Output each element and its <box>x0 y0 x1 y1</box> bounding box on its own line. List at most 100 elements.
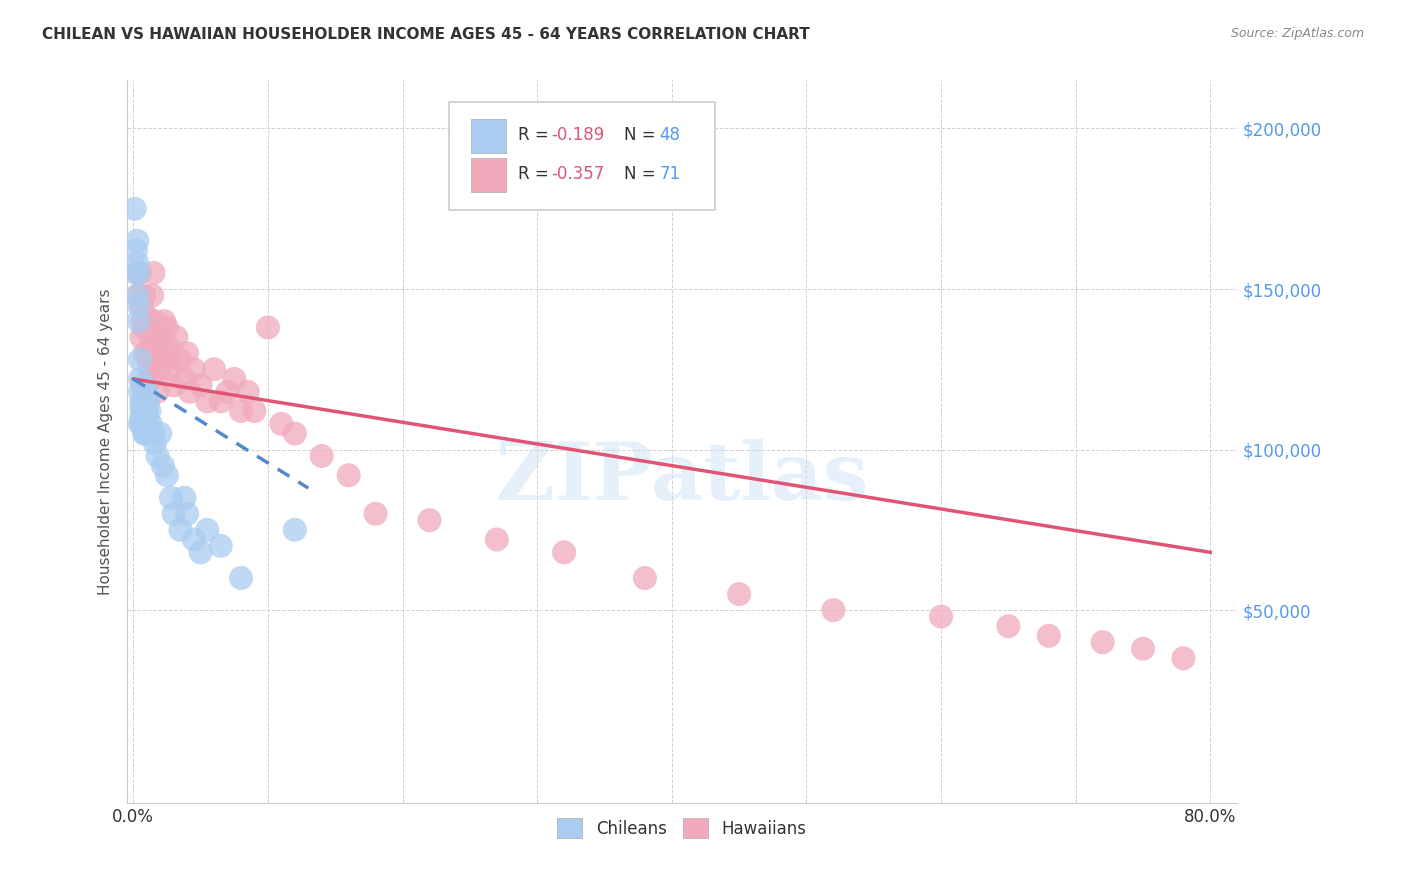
Text: N =: N = <box>624 165 661 183</box>
Point <box>128 298 150 312</box>
Point <box>165 330 187 344</box>
Point <box>1038 629 1060 643</box>
Point <box>135 378 157 392</box>
Point <box>148 340 170 354</box>
Point <box>132 288 155 302</box>
Point <box>131 404 153 418</box>
Point <box>139 372 162 386</box>
Point <box>229 571 252 585</box>
Point <box>138 320 160 334</box>
Point <box>257 320 280 334</box>
Text: 48: 48 <box>659 126 681 145</box>
Point <box>156 320 179 334</box>
Point <box>131 378 153 392</box>
Point <box>169 523 191 537</box>
Point <box>364 507 387 521</box>
Text: CHILEAN VS HAWAIIAN HOUSEHOLDER INCOME AGES 45 - 64 YEARS CORRELATION CHART: CHILEAN VS HAWAIIAN HOUSEHOLDER INCOME A… <box>42 27 810 42</box>
Point <box>418 513 440 527</box>
Point <box>146 352 169 367</box>
Point <box>209 539 232 553</box>
Point <box>190 545 212 559</box>
Point <box>135 404 157 418</box>
Point <box>337 468 360 483</box>
Point <box>134 308 156 322</box>
Point <box>129 384 152 399</box>
Point <box>997 619 1019 633</box>
Point <box>173 372 195 386</box>
Point <box>634 571 657 585</box>
Point <box>163 378 186 392</box>
Point <box>209 394 232 409</box>
Point <box>131 330 153 344</box>
Point <box>195 523 218 537</box>
Text: R =: R = <box>517 126 554 145</box>
Point <box>160 362 183 376</box>
Point <box>311 449 333 463</box>
Point <box>139 417 162 431</box>
Point <box>179 384 201 399</box>
Point <box>129 372 152 386</box>
FancyBboxPatch shape <box>449 102 716 211</box>
Point <box>160 491 183 505</box>
Point <box>224 372 246 386</box>
Point <box>176 346 198 360</box>
Point <box>284 523 307 537</box>
FancyBboxPatch shape <box>471 120 506 153</box>
Point <box>202 362 225 376</box>
Point <box>132 426 155 441</box>
FancyBboxPatch shape <box>471 158 506 192</box>
Point <box>136 394 159 409</box>
Point <box>131 417 153 431</box>
Point <box>169 352 191 367</box>
Point <box>1091 635 1114 649</box>
Point <box>131 298 153 312</box>
Point <box>125 266 148 280</box>
Point <box>142 346 165 360</box>
Point <box>149 362 172 376</box>
Point <box>129 266 152 280</box>
Point <box>1173 651 1195 665</box>
Point <box>159 352 181 367</box>
Point <box>131 314 153 328</box>
Point <box>156 468 179 483</box>
Point <box>124 202 146 216</box>
Point <box>129 352 152 367</box>
Point <box>143 314 166 328</box>
Point <box>128 314 150 328</box>
Point <box>131 417 153 431</box>
Point <box>195 394 218 409</box>
Point <box>183 362 205 376</box>
Point <box>176 507 198 521</box>
Text: 71: 71 <box>659 165 681 183</box>
Point <box>173 491 195 505</box>
Point <box>142 266 165 280</box>
Point <box>127 234 149 248</box>
Point <box>131 394 153 409</box>
Point <box>149 426 172 441</box>
Point <box>142 426 165 441</box>
Text: N =: N = <box>624 126 661 145</box>
Point <box>131 401 153 415</box>
Point <box>217 384 239 399</box>
Point <box>146 384 169 399</box>
Point <box>270 417 292 431</box>
Point <box>146 449 169 463</box>
Text: R =: R = <box>517 165 554 183</box>
Point <box>134 426 156 441</box>
Y-axis label: Householder Income Ages 45 - 64 years: Householder Income Ages 45 - 64 years <box>97 288 112 595</box>
Point <box>134 346 156 360</box>
Point <box>929 609 952 624</box>
Point <box>163 507 186 521</box>
Point <box>138 404 160 418</box>
Point <box>136 352 159 367</box>
Point <box>152 458 174 473</box>
Point <box>132 394 155 409</box>
Text: -0.189: -0.189 <box>551 126 605 145</box>
Point <box>135 417 157 431</box>
Text: ZIPatlas: ZIPatlas <box>496 439 868 516</box>
Text: -0.357: -0.357 <box>551 165 605 183</box>
Legend: Chileans, Hawaiians: Chileans, Hawaiians <box>551 812 813 845</box>
Text: Source: ZipAtlas.com: Source: ZipAtlas.com <box>1230 27 1364 40</box>
Point <box>1132 641 1154 656</box>
Point <box>127 256 149 270</box>
